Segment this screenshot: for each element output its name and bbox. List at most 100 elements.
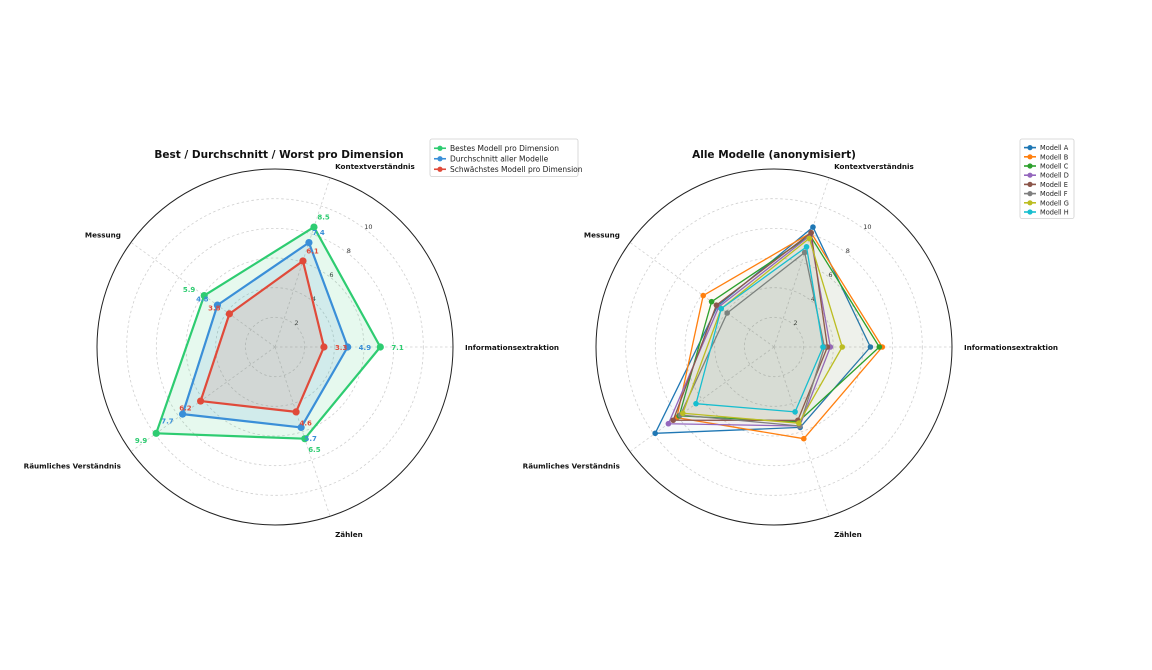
axis-label: Messung	[584, 230, 620, 239]
data-point	[679, 410, 686, 417]
legend-box	[1019, 138, 1075, 219]
data-point	[320, 343, 328, 351]
legend-box	[429, 138, 579, 177]
radial-tick-label: 8	[347, 247, 351, 255]
data-label: 8.5	[317, 214, 330, 222]
legend-marker	[1027, 200, 1033, 206]
outer-frame	[595, 168, 953, 526]
legend-item-modell-f: Modell F	[1024, 190, 1068, 198]
data-label: 4.8	[196, 296, 209, 304]
data-point	[200, 291, 208, 300]
series-layer: 7.1 8.5 5.9 9.9 6.5 4.9 7.4 4.8 7.7 5.7 3.3 6.1 3.8 6…	[135, 214, 404, 455]
data-point	[213, 301, 221, 309]
data-label: 5.9	[183, 286, 196, 294]
data-point	[876, 344, 883, 350]
series-line	[199, 259, 326, 413]
legend-label: Modell E	[1040, 181, 1068, 189]
series-area	[680, 252, 825, 426]
legend-item-bestes-modell-pro-dimension: Bestes Modell pro Dimension	[434, 144, 559, 153]
radial-tick-label: 8	[846, 247, 850, 255]
data-point	[299, 257, 307, 265]
axis-label: Zählen	[834, 530, 862, 539]
axis-label: Messung	[85, 230, 121, 239]
legend-marker	[1027, 209, 1033, 215]
legend-item-modell-g: Modell G	[1024, 199, 1069, 207]
series-line	[679, 251, 826, 427]
data-label: 6.5	[308, 446, 321, 454]
legend-label: Modell F	[1040, 190, 1068, 198]
series-area	[182, 242, 348, 428]
legend-label: Modell H	[1040, 209, 1069, 217]
series-line	[695, 246, 824, 413]
grid-circle	[215, 287, 335, 407]
legend-marker	[437, 156, 443, 162]
axis-label: Informationsextraktion	[465, 343, 559, 352]
data-label: 4.6	[299, 419, 312, 427]
data-label: 7.7	[161, 418, 174, 426]
axis-label: Räumliches Verständnis	[523, 462, 620, 471]
radial-tick-label: 4	[811, 295, 815, 303]
data-point	[305, 239, 313, 247]
legend-marker	[1027, 163, 1033, 169]
legend-label: Modell A	[1040, 144, 1069, 152]
legend-label: Modell D	[1040, 172, 1069, 180]
series-area	[200, 260, 324, 412]
legend-marker	[1027, 154, 1033, 160]
data-label: 7.4	[312, 229, 325, 237]
axis-label: Informationsextraktion	[964, 343, 1058, 352]
grid-circle	[654, 227, 894, 467]
grid-circle	[244, 316, 306, 378]
series-area	[668, 235, 831, 426]
series-modell-g	[679, 235, 846, 426]
legend-label: Schwächstes Modell pro Dimension	[450, 165, 583, 174]
axis-labels: Informationsextraktion Kontextverständnis…	[24, 162, 559, 539]
radial-tick-label: 6	[828, 271, 832, 279]
chart-title: Best / Durchschnitt / Worst pro Dimensio…	[154, 149, 403, 161]
axis-label: Zählen	[335, 530, 363, 539]
data-point	[700, 292, 706, 299]
grid-circle	[684, 257, 864, 437]
data-point	[792, 409, 798, 415]
series-modell-f	[677, 249, 828, 429]
data-point	[196, 397, 205, 405]
legend-item-modell-d: Modell D	[1024, 172, 1069, 180]
data-point	[376, 343, 384, 351]
data-point	[310, 223, 318, 231]
data-label: 5.7	[305, 435, 318, 443]
legend-marker	[437, 145, 443, 151]
legend-item-modell-b: Modell B	[1024, 153, 1069, 161]
series-line	[682, 237, 843, 424]
polar-grid: 2 4 6 8 10	[595, 168, 953, 526]
legend-label: Bestes Modell pro Dimension	[450, 144, 559, 153]
data-point	[810, 224, 816, 230]
radial-tick-label: 10	[863, 223, 871, 231]
series-area	[679, 235, 880, 422]
data-label: 4.9	[359, 344, 372, 352]
legend: Bestes Modell pro DimensionDurchschnitt …	[429, 138, 583, 177]
series-line	[155, 225, 382, 440]
data-point	[724, 310, 730, 316]
series-schw-chstes-modell-pro-dimension: 3.3 6.1 3.8 6.2 4.6	[179, 247, 347, 427]
grid-circle	[126, 198, 424, 496]
polar-grid: 2 4 6 8 10	[96, 168, 454, 526]
data-label: 6.1	[306, 247, 319, 255]
legend-marker	[437, 166, 443, 172]
data-point	[806, 235, 813, 242]
axis-labels: Informationsextraktion Kontextverständnis…	[523, 162, 1058, 539]
series-area	[696, 246, 823, 412]
data-point	[867, 344, 874, 350]
data-point	[708, 298, 715, 305]
data-point	[808, 229, 814, 236]
legend-marker	[1027, 172, 1033, 178]
grid-circle	[185, 257, 365, 437]
data-label: 3.3	[335, 344, 348, 352]
radar-chart-all-models: Alle Modelle (anonymisiert) 2 4 6 8 10 Infor…	[523, 138, 1075, 539]
grid-circle	[155, 227, 395, 467]
data-point	[718, 305, 724, 312]
radar-chart-best-avg-worst: Best / Durchschnitt / Worst pro Dimensio…	[24, 138, 583, 539]
series-durchschnitt-aller-modelle: 4.9 7.4 4.8 7.7 5.7	[161, 229, 371, 443]
legend-marker	[1027, 145, 1033, 151]
radial-tick-label: 2	[294, 319, 298, 327]
